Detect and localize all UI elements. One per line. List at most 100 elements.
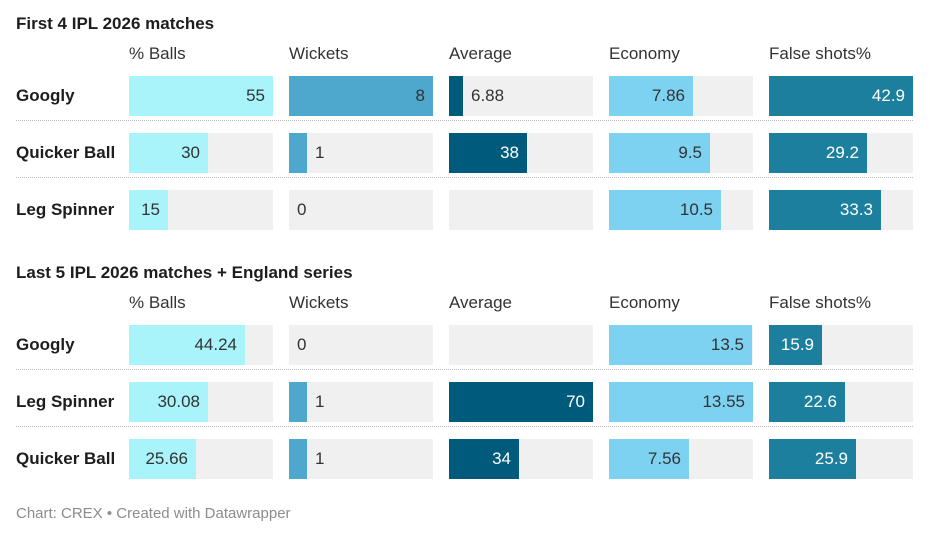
- cell-false-shots: 15.9: [769, 325, 913, 365]
- value-label: 25.66: [145, 449, 188, 468]
- value-label: 30: [181, 143, 200, 162]
- row-separator: [16, 120, 913, 121]
- value-label: 13.55: [702, 392, 745, 411]
- bar-economy: [609, 325, 752, 365]
- column-header-false-shots: False shots%: [769, 44, 872, 63]
- value-label: 9.5: [678, 143, 702, 162]
- value-label: 38: [500, 143, 519, 162]
- value-label: 29.2: [825, 143, 859, 162]
- bar-economy: [609, 190, 721, 230]
- cell-false-shots: 29.2: [769, 133, 913, 173]
- cell-wickets: 1: [289, 439, 433, 479]
- cell-balls: 15: [129, 190, 273, 230]
- bar-wickets: [289, 382, 307, 422]
- value-label: 6.88: [471, 86, 505, 105]
- cell-false-shots: 42.9: [769, 76, 913, 116]
- cell-economy: 13.55: [609, 382, 753, 422]
- bar-average: [449, 439, 519, 479]
- cell-balls: 30: [129, 133, 273, 173]
- column-header-economy: Economy: [609, 44, 680, 63]
- bar-economy: [609, 76, 693, 116]
- value-label: 1: [315, 392, 325, 411]
- column-header-balls: % Balls: [129, 293, 186, 312]
- cell-wickets: 8: [289, 76, 433, 116]
- chart-footer: Chart: CREX • Created with Datawrapper: [16, 505, 291, 522]
- value-label: 7.86: [651, 86, 685, 105]
- cell-economy: 7.86: [609, 76, 753, 116]
- cell-average: 38: [449, 133, 593, 173]
- value-label: 13.5: [710, 335, 744, 354]
- bar-balls: [129, 190, 168, 230]
- value-label: 8: [415, 86, 425, 105]
- row-separator: [16, 369, 913, 370]
- value-label: 22.6: [803, 392, 837, 411]
- cell-economy: 10.5: [609, 190, 753, 230]
- value-label: 42.9: [871, 86, 905, 105]
- value-label: 70: [566, 392, 585, 411]
- row-separator: [16, 177, 913, 178]
- bar-average: [449, 382, 593, 422]
- cell-economy: 13.5: [609, 325, 753, 365]
- cell-wickets: 0: [289, 190, 433, 230]
- cell-average: [449, 325, 593, 365]
- cell-false-shots: 33.3: [769, 190, 913, 230]
- cell-balls: 30.08: [129, 382, 273, 422]
- column-header-economy: Economy: [609, 293, 680, 312]
- bar-economy: [609, 133, 710, 173]
- value-label: 30.08: [157, 392, 200, 411]
- bar-average: [449, 133, 527, 173]
- column-header-average: Average: [449, 44, 513, 63]
- bar-wickets: [289, 133, 307, 173]
- value-label: 15: [141, 200, 160, 219]
- row-label: Leg Spinner: [16, 200, 115, 219]
- value-label: 0: [297, 335, 307, 354]
- cell-economy: 7.56: [609, 439, 753, 479]
- cell-average: 70: [449, 382, 593, 422]
- column-header-balls: % Balls: [129, 44, 186, 63]
- bar-balls: [129, 439, 196, 479]
- cell-average: 6.88: [449, 76, 593, 116]
- bar-balls: [129, 382, 208, 422]
- value-label: 33.3: [839, 200, 873, 219]
- row-label: Googly: [16, 335, 75, 354]
- value-label: 55: [246, 86, 265, 105]
- bar-wickets: [289, 439, 307, 479]
- value-label: 44.24: [194, 335, 237, 354]
- value-label: 15.9: [780, 335, 814, 354]
- row-label: Leg Spinner: [16, 392, 115, 411]
- bar-balls: [129, 325, 245, 365]
- bar-false-shots: [769, 190, 881, 230]
- bar-economy: [609, 382, 753, 422]
- bar-economy: [609, 439, 689, 479]
- bar-false-shots: [769, 382, 845, 422]
- value-label: 1: [315, 143, 325, 162]
- cell-balls: 25.66: [129, 439, 273, 479]
- value-label: 34: [492, 449, 511, 468]
- cell-balls: 55: [129, 76, 273, 116]
- cell-wickets: 1: [289, 382, 433, 422]
- cell-economy: 9.5: [609, 133, 753, 173]
- bar-wickets: [289, 76, 433, 116]
- bar-false-shots: [769, 76, 913, 116]
- cell-false-shots: 25.9: [769, 439, 913, 479]
- bar-false-shots: [769, 439, 856, 479]
- row-label: Quicker Ball: [16, 143, 116, 162]
- value-label: 7.56: [647, 449, 681, 468]
- bar-average: [449, 76, 463, 116]
- bar-balls: [129, 76, 273, 116]
- value-label: 10.5: [679, 200, 713, 219]
- value-label: 25.9: [814, 449, 848, 468]
- section-title: Last 5 IPL 2026 matches + England series: [16, 263, 353, 282]
- column-header-wickets: Wickets: [289, 293, 349, 312]
- section-title: First 4 IPL 2026 matches: [16, 14, 215, 33]
- cell-average: [449, 190, 593, 230]
- cell-average: 34: [449, 439, 593, 479]
- bar-balls: [129, 133, 208, 173]
- cell-false-shots: 22.6: [769, 382, 913, 422]
- row-separator: [16, 426, 913, 427]
- column-header-average: Average: [449, 293, 513, 312]
- cell-balls: 44.24: [129, 325, 273, 365]
- cell-wickets: 0: [289, 325, 433, 365]
- value-label: 1: [315, 449, 325, 468]
